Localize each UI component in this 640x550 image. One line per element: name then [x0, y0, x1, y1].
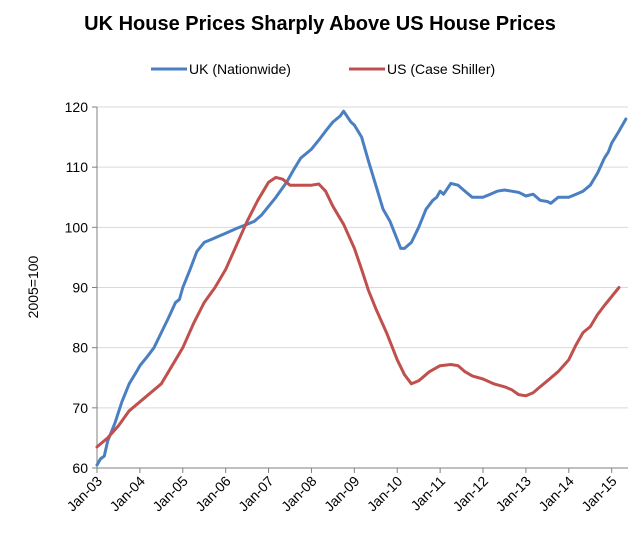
x-tick-label: Jan-07 — [235, 473, 277, 515]
x-tick-label: Jan-06 — [192, 473, 234, 515]
y-tick-label: 90 — [72, 280, 88, 296]
y-tick-label: 70 — [72, 400, 88, 416]
y-tick-label: 110 — [66, 159, 89, 175]
x-tick-label: Jan-03 — [64, 473, 106, 515]
legend: UK (Nationwide) US (Case Shiller) — [151, 61, 495, 77]
y-axis-ticks: 60 70 80 90 100 110 120 — [65, 99, 97, 476]
x-tick-label: Jan-15 — [578, 473, 620, 515]
x-tick-label: Jan-11 — [407, 473, 448, 514]
series-line-uk — [95, 109, 628, 467]
x-tick-label: Jan-14 — [535, 473, 577, 515]
x-tick-label: Jan-10 — [364, 473, 406, 515]
x-tick-label: Jan-08 — [278, 473, 320, 515]
x-tick-label: Jan-12 — [450, 473, 492, 515]
series-line-us — [95, 175, 621, 449]
axes — [96, 107, 628, 469]
y-tick-label: 60 — [72, 460, 88, 476]
legend-label-us: US (Case Shiller) — [387, 61, 495, 77]
y-tick-label: 80 — [72, 340, 88, 356]
series-lines — [95, 109, 628, 467]
y-tick-label: 120 — [65, 99, 89, 115]
x-tick-label: Jan-05 — [149, 473, 191, 515]
gridlines — [97, 106, 628, 409]
x-tick-label: Jan-04 — [106, 473, 148, 515]
x-tick-label: Jan-13 — [492, 473, 534, 515]
x-axis-ticks: Jan-03 Jan-04 Jan-05 Jan-06 Jan-07 Jan-08 Jan-… — [64, 468, 620, 514]
x-tick-label: Jan-09 — [321, 473, 363, 515]
y-axis-title: 2005=100 — [25, 255, 41, 318]
y-tick-label: 100 — [65, 219, 89, 235]
chart-title: UK House Prices Sharply Above US House P… — [84, 13, 556, 35]
legend-label-uk: UK (Nationwide) — [189, 61, 291, 77]
